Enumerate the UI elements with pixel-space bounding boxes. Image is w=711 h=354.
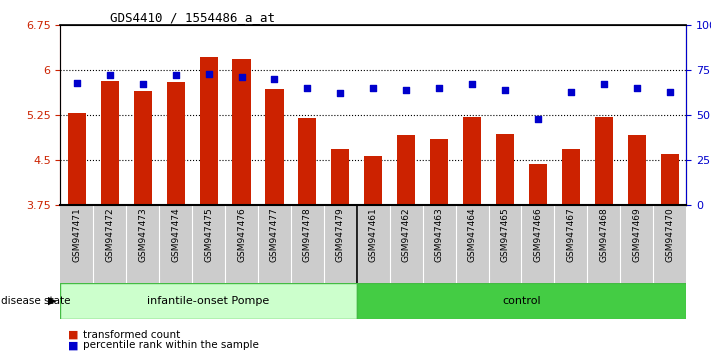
Bar [166,82,185,205]
Text: ▶: ▶ [48,296,57,306]
Bar [101,81,119,205]
Point [170,73,181,78]
Text: GSM947466: GSM947466 [533,208,542,262]
Bar [364,156,383,205]
Text: GSM947471: GSM947471 [73,208,81,262]
Bar [60,283,357,319]
Point [565,89,577,95]
Point [71,80,82,85]
Text: GSM947479: GSM947479 [336,208,345,262]
Text: disease state: disease state [1,296,71,306]
Point [598,81,609,87]
Bar [628,135,646,205]
Bar [357,283,686,319]
Point [434,85,445,91]
Text: transformed count: transformed count [83,330,181,339]
Text: GDS4410 / 1554486_a_at: GDS4410 / 1554486_a_at [110,11,275,24]
Bar [463,117,481,205]
Bar [68,113,86,205]
Bar [430,139,448,205]
Point [203,71,214,76]
Point [664,89,675,95]
Point [400,87,412,93]
Point [137,81,149,87]
Bar [496,134,514,205]
Text: GSM947464: GSM947464 [468,208,476,262]
Text: GSM947478: GSM947478 [303,208,312,262]
Text: GSM947469: GSM947469 [632,208,641,262]
Text: ■: ■ [68,340,78,350]
Bar [265,89,284,205]
Bar [232,59,250,205]
Text: control: control [502,296,541,306]
Text: percentile rank within the sample: percentile rank within the sample [83,340,259,350]
Point [499,87,510,93]
Text: GSM947467: GSM947467 [567,208,575,262]
Bar [594,117,613,205]
Bar [397,135,415,205]
Bar [331,149,349,205]
Text: GSM947477: GSM947477 [270,208,279,262]
Point [631,85,643,91]
Point [533,116,544,121]
Text: infantile-onset Pompe: infantile-onset Pompe [147,296,269,306]
Text: GSM947474: GSM947474 [171,208,180,262]
Point [466,81,478,87]
Text: GSM947470: GSM947470 [665,208,674,262]
Text: GSM947462: GSM947462 [402,208,411,262]
Point [104,73,115,78]
Point [269,76,280,82]
Bar [529,164,547,205]
Point [368,85,379,91]
Point [236,74,247,80]
Text: GSM947473: GSM947473 [138,208,147,262]
Bar [562,149,580,205]
Text: GSM947472: GSM947472 [105,208,114,262]
Text: ■: ■ [68,330,78,339]
Bar [200,57,218,205]
Bar [134,91,152,205]
Bar [661,154,679,205]
Text: GSM947465: GSM947465 [501,208,510,262]
Point [301,85,313,91]
Bar [299,118,316,205]
Text: GSM947476: GSM947476 [237,208,246,262]
Text: GSM947461: GSM947461 [369,208,378,262]
Text: GSM947463: GSM947463 [434,208,444,262]
Text: GSM947468: GSM947468 [599,208,609,262]
Text: GSM947475: GSM947475 [204,208,213,262]
Point [335,91,346,96]
